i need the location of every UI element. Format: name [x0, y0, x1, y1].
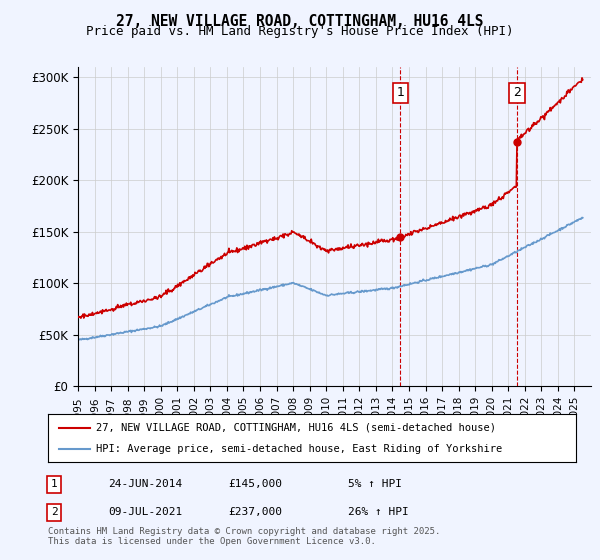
Text: 1: 1 [397, 86, 404, 100]
Text: HPI: Average price, semi-detached house, East Riding of Yorkshire: HPI: Average price, semi-detached house,… [95, 444, 502, 454]
Text: £145,000: £145,000 [228, 479, 282, 489]
Text: 27, NEW VILLAGE ROAD, COTTINGHAM, HU16 4LS (semi-detached house): 27, NEW VILLAGE ROAD, COTTINGHAM, HU16 4… [95, 423, 496, 433]
Text: £237,000: £237,000 [228, 507, 282, 517]
Text: 09-JUL-2021: 09-JUL-2021 [108, 507, 182, 517]
Text: Contains HM Land Registry data © Crown copyright and database right 2025.
This d: Contains HM Land Registry data © Crown c… [48, 526, 440, 546]
Text: 24-JUN-2014: 24-JUN-2014 [108, 479, 182, 489]
Text: 2: 2 [513, 86, 521, 100]
Text: 1: 1 [50, 479, 58, 489]
Text: 26% ↑ HPI: 26% ↑ HPI [348, 507, 409, 517]
Text: 2: 2 [50, 507, 58, 517]
Text: Price paid vs. HM Land Registry's House Price Index (HPI): Price paid vs. HM Land Registry's House … [86, 25, 514, 38]
Text: 27, NEW VILLAGE ROAD, COTTINGHAM, HU16 4LS: 27, NEW VILLAGE ROAD, COTTINGHAM, HU16 4… [116, 14, 484, 29]
Text: 5% ↑ HPI: 5% ↑ HPI [348, 479, 402, 489]
